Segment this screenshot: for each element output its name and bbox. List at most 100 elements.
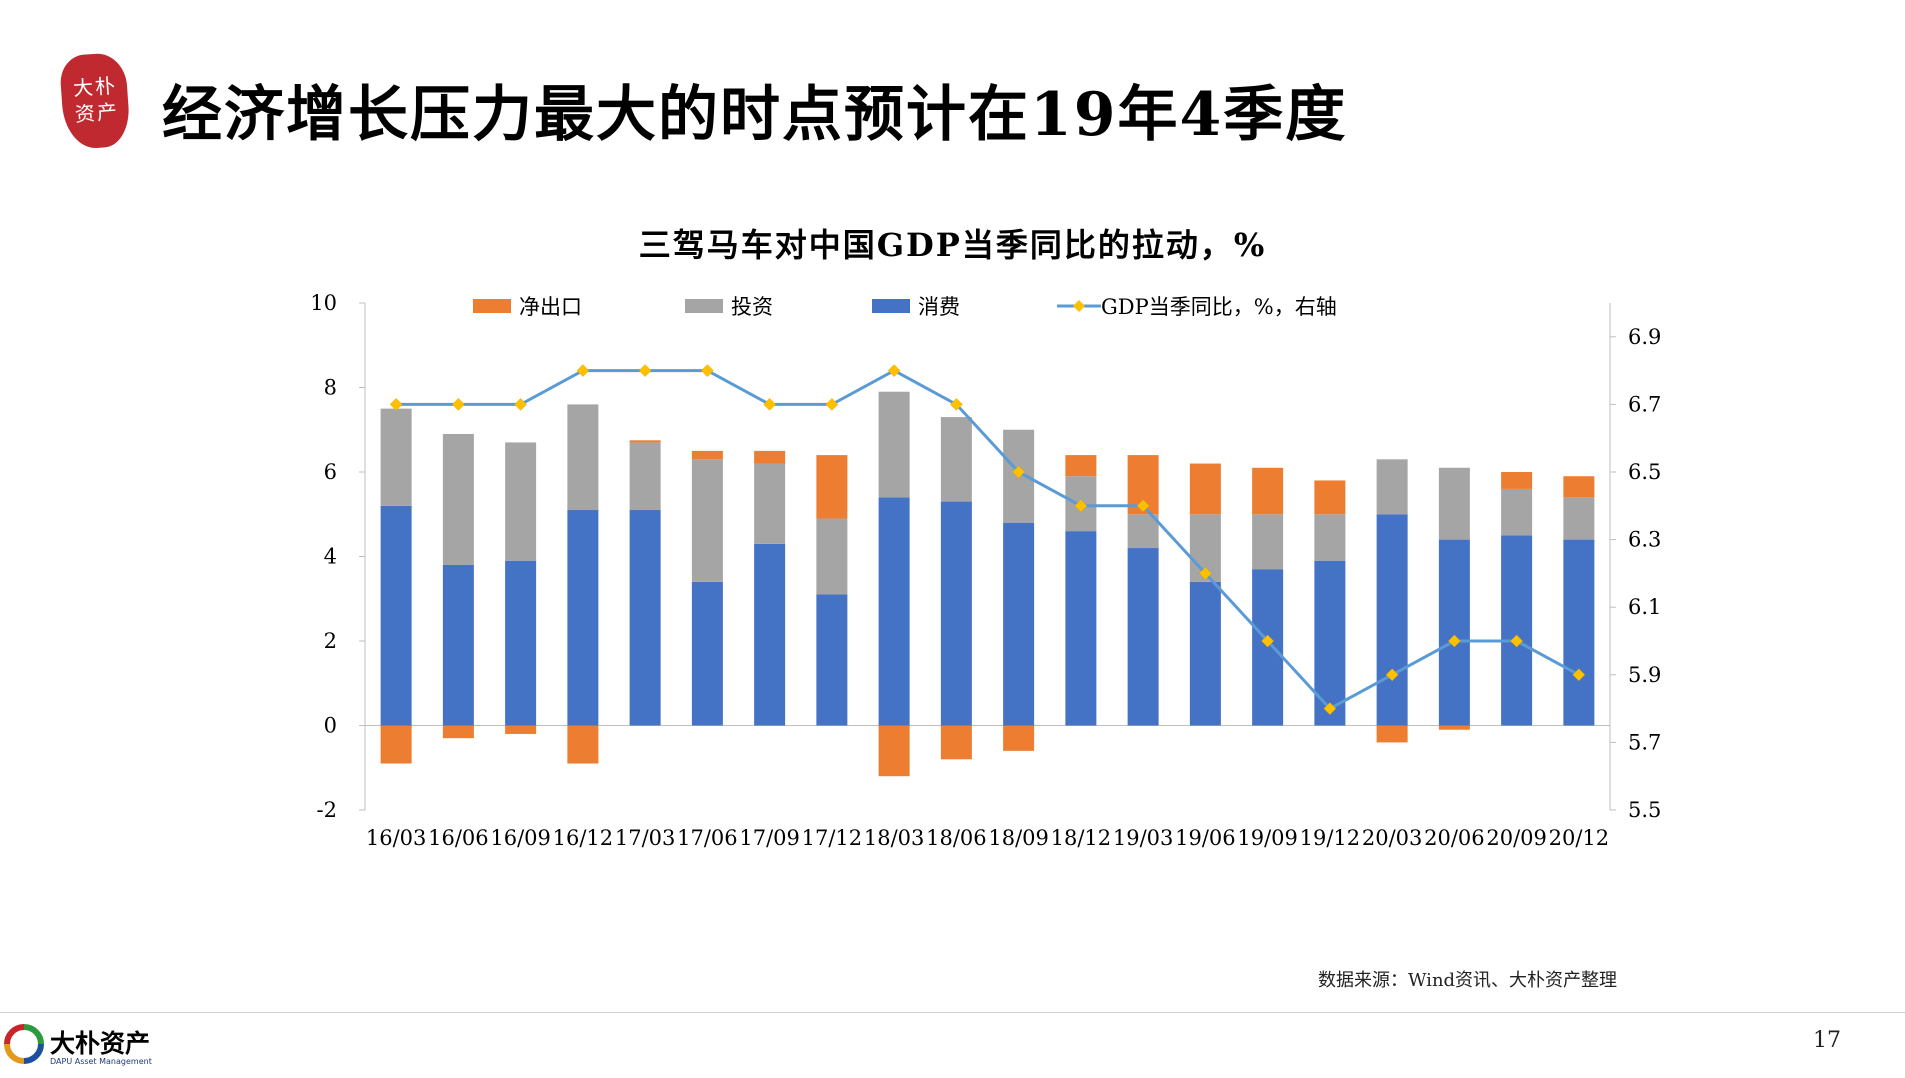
bar-consumption <box>629 510 661 726</box>
x-tick-label: 19/12 <box>1300 826 1361 850</box>
gdp-point <box>1572 668 1586 682</box>
x-tick-label: 19/09 <box>1237 826 1298 850</box>
bar-consumption <box>442 564 474 726</box>
x-tick-label: 19/03 <box>1113 826 1174 850</box>
bar-net-export <box>1189 463 1221 515</box>
x-tick-label: 17/03 <box>615 826 676 850</box>
bar-investment <box>1563 497 1595 540</box>
x-tick-label: 18/06 <box>926 826 987 850</box>
left-tick-label: 2 <box>324 629 337 653</box>
bar-net-export <box>940 725 972 760</box>
bar-net-export <box>816 455 848 519</box>
bar-investment <box>1501 488 1533 536</box>
bar-consumption <box>1501 535 1533 726</box>
bar-net-export <box>1438 725 1470 730</box>
left-tick-label: -2 <box>317 798 337 822</box>
gdp-point <box>452 398 465 411</box>
x-tick-label: 17/09 <box>739 826 800 850</box>
x-tick-label: 20/06 <box>1424 826 1485 850</box>
left-tick-label: 10 <box>310 291 337 315</box>
bar-net-export <box>1563 476 1595 498</box>
bar-investment <box>1127 514 1159 549</box>
x-tick-label: 18/09 <box>988 826 1049 850</box>
bar-consumption <box>1376 514 1408 726</box>
bar-net-export <box>1314 480 1346 515</box>
right-tick-label: 5.9 <box>1628 663 1661 687</box>
right-tick-label: 6.5 <box>1628 460 1661 484</box>
x-tick-label: 17/12 <box>802 826 863 850</box>
bar-net-export <box>442 725 474 739</box>
bar-consumption <box>878 497 910 726</box>
bar-investment <box>1314 514 1346 561</box>
bar-consumption <box>1314 560 1346 726</box>
bar-net-export <box>629 440 661 443</box>
bar-net-export <box>754 450 786 464</box>
legend-gdp-label: GDP当季同比，%，右轴 <box>1101 295 1337 319</box>
left-tick-label: 8 <box>324 376 337 400</box>
gdp-line <box>396 368 1580 711</box>
gdp-point <box>1323 702 1337 715</box>
right-tick-label: 6.9 <box>1628 325 1661 349</box>
gdp-point <box>576 364 590 377</box>
bar-net-export <box>1376 725 1408 743</box>
bar-consumption <box>816 594 848 726</box>
gdp-point <box>638 364 652 377</box>
bar-investment <box>691 459 723 582</box>
gdp-point <box>389 398 403 411</box>
logo-chinese-name: 大朴资产 <box>50 1029 151 1058</box>
bar-net-export <box>878 725 910 777</box>
slide-header: 大朴资产 经济增长压力最大的时点预计在19年4季度 <box>0 40 1905 170</box>
bar-investment <box>1252 514 1284 570</box>
bar-consumption <box>1563 539 1595 726</box>
gdp-point <box>1136 499 1150 513</box>
legend-consumption-label: 消费 <box>918 295 960 319</box>
gdp-point <box>514 398 527 411</box>
bar-net-export <box>505 725 537 734</box>
bar-investment <box>754 463 786 544</box>
logo-english-name: DAPU Asset Management <box>50 1057 152 1066</box>
right-tick-label: 5.7 <box>1628 730 1661 754</box>
right-tick-label: 5.5 <box>1628 798 1661 822</box>
x-tick-label: 16/09 <box>490 826 551 850</box>
x-tick-label: 18/03 <box>864 826 925 850</box>
gdp-point <box>1074 499 1088 513</box>
bar-investment <box>816 518 848 595</box>
left-tick-label: 0 <box>324 714 337 738</box>
bar-investment <box>380 408 412 506</box>
x-tick-label: 17/06 <box>677 826 738 850</box>
gdp-point <box>763 398 776 411</box>
bar-investment <box>1376 459 1408 515</box>
legend-consumption-swatch <box>872 299 910 313</box>
legend-investment-label: 投资 <box>731 295 773 319</box>
bar-net-export <box>380 725 412 764</box>
bar-consumption <box>940 501 972 726</box>
x-tick-label: 18/12 <box>1051 826 1112 850</box>
bar-investment <box>505 442 537 561</box>
bar-net-export <box>691 450 723 460</box>
bar-consumption <box>567 510 599 726</box>
gdp-point <box>1199 567 1212 580</box>
bar-investment <box>878 391 910 498</box>
left-tick-label: 4 <box>324 545 337 569</box>
page-title: 经济增长压力最大的时点预计在19年4季度 <box>162 80 1348 150</box>
bar-investment <box>940 417 972 502</box>
left-tick-label: 6 <box>324 460 337 484</box>
bar-net-export <box>1065 455 1097 477</box>
legend-net-export-swatch <box>473 299 511 313</box>
bar-investment <box>1438 467 1470 540</box>
x-tick-label: 19/06 <box>1175 826 1236 850</box>
legend-investment-swatch <box>685 299 723 313</box>
bar-consumption <box>1189 581 1221 726</box>
bar-consumption <box>691 581 723 726</box>
gdp-point <box>1448 634 1461 648</box>
right-tick-label: 6.3 <box>1628 528 1661 552</box>
gdp-point <box>1510 634 1523 648</box>
gdp-point <box>1261 634 1274 648</box>
gdp-point <box>701 364 714 377</box>
bar-net-export <box>1501 472 1533 489</box>
bar-investment <box>442 433 474 565</box>
bar-consumption <box>1127 548 1159 726</box>
legend-net-export-label: 净出口 <box>519 295 582 319</box>
gdp-point <box>1012 465 1025 479</box>
